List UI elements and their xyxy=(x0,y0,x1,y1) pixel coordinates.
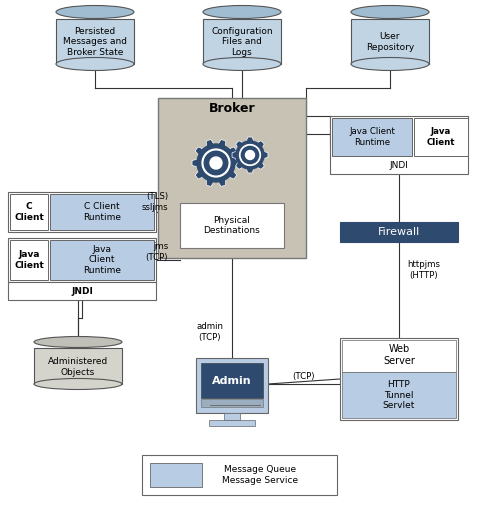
Polygon shape xyxy=(200,363,262,398)
Polygon shape xyxy=(8,192,156,232)
Text: Admin: Admin xyxy=(212,375,251,386)
Polygon shape xyxy=(339,222,457,242)
Polygon shape xyxy=(10,194,48,230)
Text: (TCP): (TCP) xyxy=(292,372,315,380)
Polygon shape xyxy=(8,238,156,282)
Text: Java
Client
Runtime: Java Client Runtime xyxy=(83,245,121,275)
Text: HTTP
Tunnel
Servlet: HTTP Tunnel Servlet xyxy=(382,380,414,410)
Polygon shape xyxy=(158,98,305,258)
Text: C Client
Runtime: C Client Runtime xyxy=(83,202,121,222)
Polygon shape xyxy=(10,240,48,280)
Circle shape xyxy=(239,144,260,165)
Ellipse shape xyxy=(203,6,280,18)
Polygon shape xyxy=(231,137,268,173)
Ellipse shape xyxy=(34,336,122,348)
Text: Web
Server: Web Server xyxy=(382,345,414,366)
Ellipse shape xyxy=(56,6,134,18)
Polygon shape xyxy=(34,348,122,384)
Text: Java Client
Runtime: Java Client Runtime xyxy=(348,127,394,147)
Polygon shape xyxy=(413,118,467,156)
Text: Persisted
Messages and
Broker State: Persisted Messages and Broker State xyxy=(63,27,127,57)
Polygon shape xyxy=(332,118,411,156)
Polygon shape xyxy=(341,372,455,418)
Text: Java
Client: Java Client xyxy=(14,250,44,270)
Circle shape xyxy=(240,145,259,164)
Polygon shape xyxy=(224,413,240,420)
Polygon shape xyxy=(8,282,156,300)
Ellipse shape xyxy=(34,378,122,390)
Text: JNDI: JNDI xyxy=(389,161,408,170)
Circle shape xyxy=(245,151,254,160)
Ellipse shape xyxy=(350,6,428,18)
Ellipse shape xyxy=(56,57,134,71)
Text: Broker: Broker xyxy=(208,102,255,116)
Text: Configuration
Files and
Logs: Configuration Files and Logs xyxy=(211,27,272,57)
Polygon shape xyxy=(341,340,455,372)
Text: C
Client: C Client xyxy=(14,202,44,222)
Circle shape xyxy=(210,157,222,169)
Circle shape xyxy=(196,143,235,183)
Text: httpjms
(HTTP): httpjms (HTTP) xyxy=(407,260,439,280)
Polygon shape xyxy=(196,358,268,413)
Polygon shape xyxy=(150,463,201,487)
Polygon shape xyxy=(50,194,154,230)
Text: Physical
Destinations: Physical Destinations xyxy=(203,216,260,235)
Polygon shape xyxy=(142,455,336,495)
Polygon shape xyxy=(350,18,428,64)
Polygon shape xyxy=(200,399,262,407)
Circle shape xyxy=(202,149,229,177)
Text: Firewall: Firewall xyxy=(377,227,419,237)
Text: JNDI: JNDI xyxy=(71,287,93,295)
Text: admin
(TCP): admin (TCP) xyxy=(196,322,223,342)
Polygon shape xyxy=(329,116,467,174)
Text: Java
Client: Java Client xyxy=(426,127,454,147)
Polygon shape xyxy=(180,203,284,248)
Text: Administered
Objects: Administered Objects xyxy=(48,357,108,377)
Polygon shape xyxy=(339,338,457,420)
Polygon shape xyxy=(203,18,280,64)
Polygon shape xyxy=(209,420,255,426)
Ellipse shape xyxy=(350,57,428,71)
Text: jms
(TCP): jms (TCP) xyxy=(145,242,167,262)
Circle shape xyxy=(235,140,264,170)
Circle shape xyxy=(203,151,228,176)
Text: (TLS)
ssljms: (TLS) ssljms xyxy=(141,193,167,211)
Text: User
Repository: User Repository xyxy=(365,32,413,52)
Polygon shape xyxy=(56,18,134,64)
Ellipse shape xyxy=(203,57,280,71)
Text: Message Queue
Message Service: Message Queue Message Service xyxy=(222,465,298,485)
Polygon shape xyxy=(50,240,154,280)
Polygon shape xyxy=(192,140,240,186)
